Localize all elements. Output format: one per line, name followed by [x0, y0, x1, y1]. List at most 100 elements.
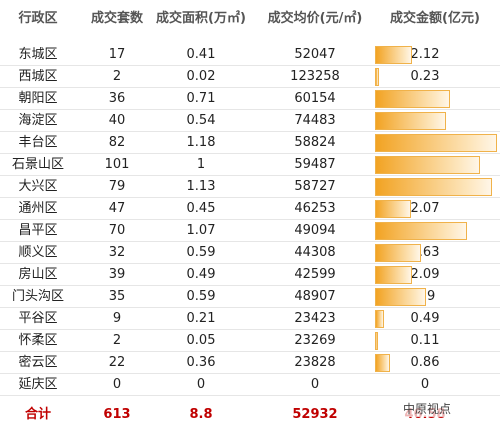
table-cell: 32: [108, 245, 126, 260]
table-cell: 39: [108, 267, 126, 282]
table-cell: 海淀区: [18, 113, 58, 128]
table-cell: 2: [112, 333, 122, 348]
data-bar: [375, 112, 446, 130]
data-bar: [375, 266, 412, 284]
row-separator: [0, 285, 500, 286]
table-cell: 石景山区: [11, 157, 64, 172]
header-cell: 成交面积(万㎡): [156, 11, 246, 26]
table-cell: 58727: [294, 179, 336, 194]
table-cell: 大兴区: [18, 179, 58, 194]
table-cell: 0.45: [186, 201, 216, 216]
data-bar: [375, 244, 422, 262]
table-cell: 0.36: [186, 355, 216, 370]
data-bar: [375, 90, 451, 108]
table-cell: 1.13: [186, 179, 216, 194]
table-cell: 延庆区: [18, 377, 58, 392]
table-cell: 2.09: [410, 267, 440, 282]
table-cell: 82: [108, 135, 126, 150]
table-cell: 0.05: [186, 333, 216, 348]
table-cell: 60154: [294, 91, 336, 106]
table-cell: 0.11: [410, 333, 440, 348]
table-cell: 0.54: [186, 113, 216, 128]
table-cell: 59487: [294, 157, 336, 172]
table-cell: 40: [108, 113, 126, 128]
table-cell: 2.07: [410, 201, 440, 216]
table-cell: 1: [196, 157, 206, 172]
table-cell: 平谷区: [18, 311, 58, 326]
row-separator: [0, 395, 500, 396]
table-cell: 2.12: [410, 47, 440, 62]
header-cell: 行政区: [18, 11, 58, 26]
table-cell: 2: [112, 69, 122, 84]
table-cell: 23828: [294, 355, 336, 370]
row-separator: [0, 351, 500, 352]
table-cell: 顺义区: [18, 245, 58, 260]
row-separator: [0, 263, 500, 264]
table-cell: 0.02: [186, 69, 216, 84]
table-cell: 0.41: [186, 47, 216, 62]
table-cell: 9: [112, 311, 122, 326]
table-cell: 23423: [294, 311, 336, 326]
table-cell: 74483: [294, 113, 336, 128]
table-cell: 0: [196, 377, 206, 392]
table-cell: 怀柔区: [18, 333, 58, 348]
header-cell: 成交套数: [90, 11, 143, 26]
table-cell: 1.18: [186, 135, 216, 150]
table-cell: 79: [108, 179, 126, 194]
table-cell: 52047: [294, 47, 336, 62]
table-cell: 0.49: [186, 267, 216, 282]
row-separator: [0, 109, 500, 110]
table-cell: 35: [108, 289, 126, 304]
row-separator: [0, 175, 500, 176]
data-bar: [375, 354, 391, 372]
table-cell: 49094: [294, 223, 336, 238]
table-cell: 门头沟区: [11, 289, 64, 304]
table-cell: 36: [108, 91, 126, 106]
data-bar: [375, 156, 481, 174]
table-cell: 1.07: [186, 223, 216, 238]
table-cell: 通州区: [18, 201, 58, 216]
watermark: 中原视点: [400, 400, 455, 417]
table-cell: 47: [108, 201, 126, 216]
table-cell: 昌平区: [18, 223, 58, 238]
table-cell: 0.59: [186, 289, 216, 304]
table-cell: 密云区: [18, 355, 58, 370]
table-cell: 朝阳区: [18, 91, 58, 106]
total-cell: 8.8: [189, 407, 213, 422]
total-cell: 合计: [24, 407, 51, 422]
table-cell: 0.23: [410, 69, 440, 84]
row-separator: [0, 65, 500, 66]
table-cell: 0.71: [186, 91, 216, 106]
table-cell: 17: [108, 47, 126, 62]
table-cell: 0: [112, 377, 122, 392]
total-cell: 613: [103, 407, 131, 422]
table-cell: 123258: [290, 69, 340, 84]
row-separator: [0, 153, 500, 154]
row-separator: [0, 197, 500, 198]
table-cell: 23269: [294, 333, 336, 348]
table-cell: 70: [108, 223, 126, 238]
table-cell: 东城区: [18, 47, 58, 62]
table-cell: 房山区: [18, 267, 58, 282]
header-cell: 成交均价(元/㎡): [267, 11, 363, 26]
table-cell: 48907: [294, 289, 336, 304]
header-cell: 成交金额(亿元): [390, 11, 480, 26]
table-cell: 58824: [294, 135, 336, 150]
table-cell: 0.21: [186, 311, 216, 326]
total-cell: 52932: [292, 407, 338, 422]
table-cell: 0: [420, 377, 430, 392]
data-bar: [375, 134, 497, 152]
table-cell: 0.59: [186, 245, 216, 260]
row-separator: [0, 131, 500, 132]
data-bar: [375, 288, 427, 306]
table-cell: 0.86: [410, 355, 440, 370]
row-separator: [0, 329, 500, 330]
row-separator: [0, 307, 500, 308]
row-separator: [0, 373, 500, 374]
table-cell: 西城区: [18, 69, 58, 84]
data-bar: [375, 332, 378, 350]
table-cell: 101: [104, 157, 130, 172]
table-cell: 44308: [294, 245, 336, 260]
row-separator: [0, 87, 500, 88]
